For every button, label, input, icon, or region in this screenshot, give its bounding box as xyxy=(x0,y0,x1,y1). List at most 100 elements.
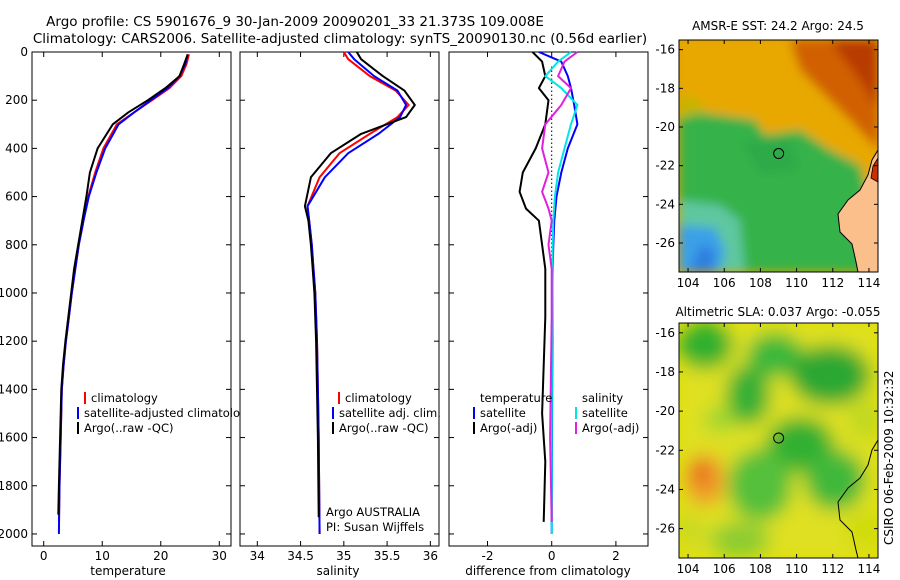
sst-map-field xyxy=(679,40,878,272)
map-y-tick-label: -16 xyxy=(655,326,675,340)
y-tick-label: 1000 xyxy=(0,286,28,300)
sla-map-field xyxy=(679,323,878,558)
figure-title-line2: Climatology: CARS2006. Satellite-adjuste… xyxy=(33,31,647,47)
legend-label-argo: Argo(..raw -QC) xyxy=(84,421,174,435)
sla-map-axes: 104 106 108 110 112 114 -16 -18 -20 -22 -24 -26 xyxy=(655,323,880,576)
map-x-tick-label: 114 xyxy=(858,562,881,576)
x-tick-label: 2 xyxy=(612,549,620,563)
map-x-tick-label: 112 xyxy=(821,562,844,576)
operator-label: Argo AUSTRALIA xyxy=(326,505,420,519)
sla-float-marker xyxy=(773,432,785,444)
salinity-legend: climatology satellite adj. clim. Argo(..… xyxy=(332,391,441,435)
map-y-tick-label: -22 xyxy=(655,159,675,173)
map-x-tick-label: 108 xyxy=(749,562,772,576)
map-y-tick-label: -20 xyxy=(655,404,675,418)
map-x-tick-label: 110 xyxy=(785,276,808,290)
map-y-tick-label: -22 xyxy=(655,443,675,457)
x-tick-label: -2 xyxy=(482,549,494,563)
map-x-tick-label: 110 xyxy=(785,562,808,576)
sla-map: 104 106 108 110 112 114 -16 -18 -20 -22 -24 -26 xyxy=(655,322,880,576)
y-tick-label: 1800 xyxy=(0,479,28,493)
x-tick-label: 30 xyxy=(212,549,227,563)
x-tick-label: 0 xyxy=(40,549,48,563)
x-tick-label: 10 xyxy=(95,549,110,563)
y-tick-label: 800 xyxy=(5,238,28,252)
temperature-y-axis: 0 200 400 600 800 1000 1200 1400 1600 1800 2000 xyxy=(0,45,231,541)
salinity-panel: 34 34.5 35 35.5 36 salinity climatology sate… xyxy=(239,51,441,578)
sst-map: 104 106 108 110 112 114 -16 -18 -20 -22 -24 -26 xyxy=(655,39,880,290)
temperature-x-axis: 0 10 20 30 xyxy=(40,52,227,563)
x-tick-label: 36 xyxy=(423,549,438,563)
map-y-tick-label: -18 xyxy=(655,365,675,379)
series-temperature-argo-adj xyxy=(518,51,550,522)
map-y-tick-label: -20 xyxy=(655,120,675,134)
map-x-tick-label: 108 xyxy=(749,276,772,290)
legend-label-sal-argo: Argo(-adj) xyxy=(582,421,639,435)
difference-x-label: difference from climatology xyxy=(465,564,631,578)
x-tick-label: 34.5 xyxy=(287,549,314,563)
series-argo-raw-qc xyxy=(303,51,416,518)
y-tick-label: 600 xyxy=(5,190,28,204)
sla-map-title: Altimetric SLA: 0.037 Argo: -0.055 xyxy=(675,305,880,319)
sst-float-marker xyxy=(773,148,785,160)
series-argo-raw-qc xyxy=(57,54,189,515)
difference-panel: -2 0 2 difference from climatology tempera… xyxy=(448,51,649,578)
legend-label-argo: Argo(..raw -QC) xyxy=(339,421,429,435)
x-tick-label: 34 xyxy=(250,549,265,563)
figure-title-line1: Argo profile: CS 5901676_9 30-Jan-2009 2… xyxy=(46,14,544,30)
map-x-tick-label: 106 xyxy=(713,562,736,576)
map-y-tick-label: -26 xyxy=(655,522,675,536)
legend-label-satellite: satellite-adjusted climatology xyxy=(84,406,254,420)
map-x-tick-label: 112 xyxy=(821,276,844,290)
salinity-plot-frame xyxy=(239,51,440,547)
difference-legend-salinity: salinity satellite Argo(-adj) xyxy=(575,391,639,435)
legend-label-sal-satellite: satellite xyxy=(582,406,628,420)
legend-heading-salinity: salinity xyxy=(582,391,623,405)
salinity-series xyxy=(303,51,416,535)
y-tick-label: 0 xyxy=(20,45,28,59)
legend-heading-temperature: temperature xyxy=(480,391,552,405)
salinity-y-ticks xyxy=(240,51,439,535)
x-tick-label: 0 xyxy=(548,549,556,563)
side-stamp: CSIRO 06-Feb-2009 10:32:32 xyxy=(882,370,896,545)
map-y-tick-label: -18 xyxy=(655,81,675,95)
difference-y-ticks xyxy=(449,51,648,535)
x-tick-label: 35.5 xyxy=(374,549,401,563)
map-x-tick-label: 104 xyxy=(677,276,700,290)
legend-label-temp-argo: Argo(-adj) xyxy=(480,421,537,435)
x-tick-label: 20 xyxy=(153,549,168,563)
temperature-series xyxy=(57,54,190,535)
map-x-tick-label: 104 xyxy=(677,562,700,576)
temperature-panel: 0 200 400 600 800 1000 1200 1400 1600 1800 2000 0 1… xyxy=(0,45,254,578)
y-tick-label: 400 xyxy=(5,141,28,155)
y-tick-label: 200 xyxy=(5,93,28,107)
sst-map-title: AMSR-E SST: 24.2 Argo: 24.5 xyxy=(692,19,864,33)
y-tick-label: 1200 xyxy=(0,334,28,348)
y-tick-label: 1400 xyxy=(0,382,28,396)
salinity-x-label: salinity xyxy=(316,564,359,578)
map-y-tick-label: -26 xyxy=(655,236,675,250)
salinity-x-axis: 34 34.5 35 35.5 36 xyxy=(250,52,438,563)
difference-x-axis: -2 0 2 xyxy=(482,52,620,563)
y-tick-label: 1600 xyxy=(0,431,28,445)
map-x-tick-label: 114 xyxy=(858,276,881,290)
legend-label-climatology: climatology xyxy=(345,391,412,405)
legend-label-climatology: climatology xyxy=(91,391,158,405)
difference-series xyxy=(518,51,579,535)
difference-legend-temperature: temperature satellite Argo(-adj) xyxy=(473,391,552,435)
map-x-tick-label: 106 xyxy=(713,276,736,290)
temperature-x-label: temperature xyxy=(90,564,165,578)
legend-label-satellite: satellite adj. clim. xyxy=(339,406,441,420)
series-salinity-argo-adj xyxy=(541,51,578,522)
map-y-tick-label: -24 xyxy=(655,197,675,211)
pi-label: PI: Susan Wijffels xyxy=(326,520,424,534)
sst-map-axes: 104 106 108 110 112 114 -16 -18 -20 -22 -24 -26 xyxy=(655,40,880,290)
difference-plot-frame xyxy=(448,51,649,547)
legend-label-temp-satellite: satellite xyxy=(480,406,526,420)
map-y-tick-label: -16 xyxy=(655,43,675,57)
temperature-legend: climatology satellite-adjusted climatolo… xyxy=(77,391,254,435)
map-y-tick-label: -24 xyxy=(655,482,675,496)
temperature-plot-frame xyxy=(31,51,232,547)
y-tick-label: 2000 xyxy=(0,527,28,541)
